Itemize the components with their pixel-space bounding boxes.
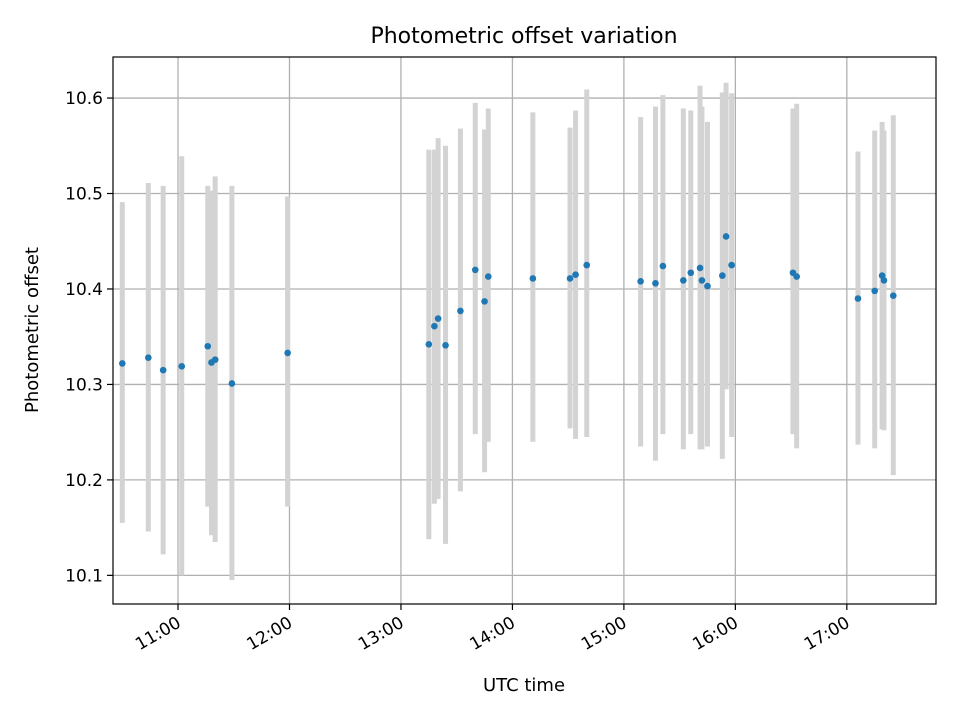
data-point [484, 273, 492, 280]
data-point [204, 342, 212, 350]
data-point [144, 354, 152, 362]
data-point [719, 272, 726, 279]
data-point [583, 261, 591, 269]
x-tick-label: 11:00 [132, 613, 184, 655]
y-axis-label: Photometric offset [22, 247, 43, 413]
data-point [118, 360, 126, 367]
data-point [481, 298, 488, 305]
data-point [637, 278, 644, 285]
data-point [434, 315, 442, 322]
data-point [471, 266, 479, 274]
data-point [178, 362, 186, 370]
data-point [425, 341, 433, 348]
y-tick-label: 10.3 [65, 375, 103, 395]
chart-title: Photometric offset variation [370, 24, 677, 49]
data-point [698, 277, 706, 284]
x-tick-label: 12:00 [244, 613, 296, 655]
x-tick-label: 16:00 [689, 613, 741, 655]
data-point [228, 380, 236, 387]
data-point [880, 277, 888, 284]
data-point [793, 273, 800, 280]
x-tick-label: 15:00 [578, 613, 630, 655]
data-point [889, 292, 897, 299]
plot-frame [112, 56, 937, 605]
data-point [457, 307, 464, 315]
error-bars [119, 82, 896, 581]
data-point [652, 279, 659, 287]
x-axis-label: UTC time [483, 675, 565, 696]
data-points [118, 233, 897, 387]
data-point [159, 366, 167, 374]
y-tick-label: 10.2 [65, 471, 103, 491]
data-point [529, 275, 537, 282]
grid [113, 57, 936, 604]
y-tick-label: 10.4 [65, 280, 103, 300]
data-point [854, 295, 862, 302]
data-point [442, 341, 449, 349]
data-point [211, 356, 219, 363]
data-point [566, 275, 574, 282]
data-point [871, 287, 878, 295]
data-point [680, 277, 687, 284]
data-point [659, 262, 667, 270]
y-tick-label: 10.6 [65, 89, 103, 109]
data-point [728, 261, 735, 269]
data-point [722, 233, 730, 240]
data-point [284, 349, 291, 357]
x-tick-label: 13:00 [355, 613, 407, 655]
data-point [431, 322, 438, 330]
y-tick-label: 10.1 [65, 566, 103, 586]
x-tick-label: 17:00 [801, 613, 853, 655]
data-point [687, 269, 695, 277]
data-point [696, 264, 704, 272]
data-point [704, 282, 711, 290]
y-tick-label: 10.5 [65, 185, 103, 205]
data-point [572, 271, 579, 278]
x-tick-label: 14:00 [466, 613, 518, 655]
